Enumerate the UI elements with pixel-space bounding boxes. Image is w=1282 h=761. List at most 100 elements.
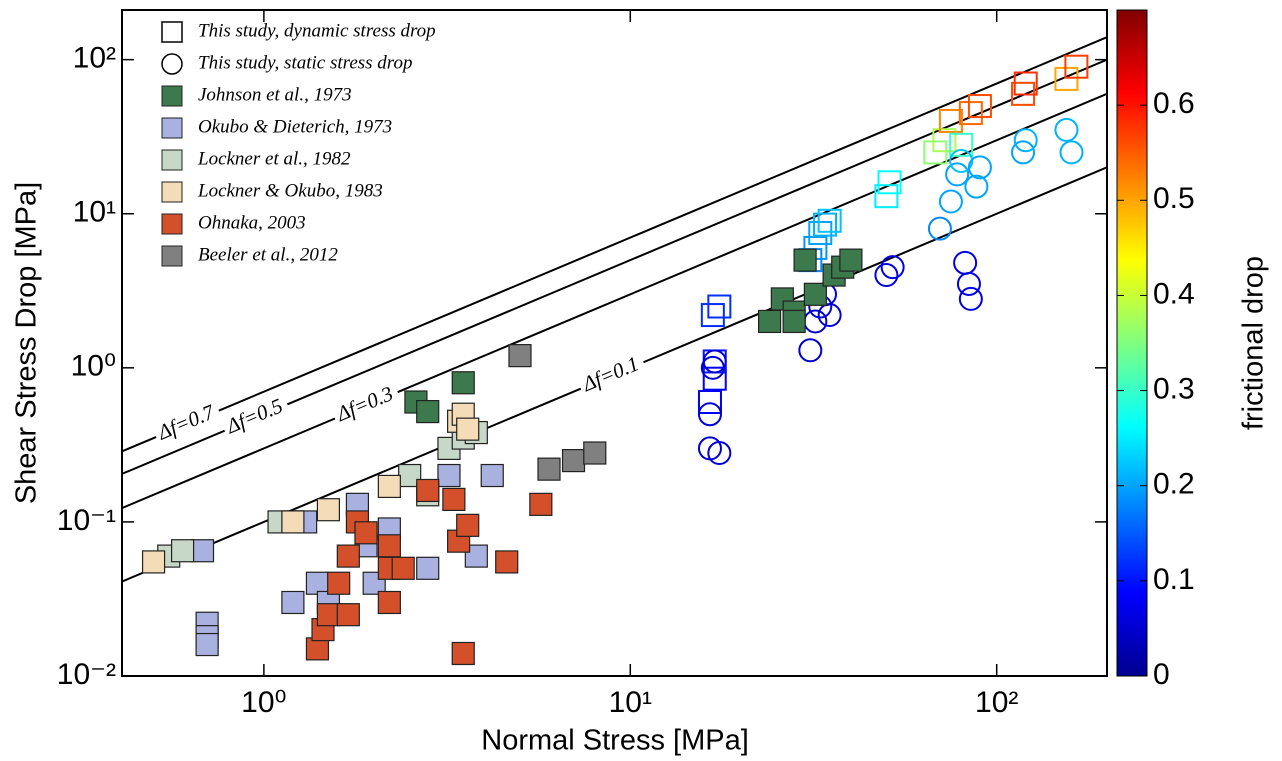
point xyxy=(529,492,553,516)
point xyxy=(949,132,974,157)
legend-marker xyxy=(161,213,183,235)
point xyxy=(953,250,978,275)
x-tick-label: 10² xyxy=(975,686,1018,719)
point xyxy=(141,550,166,574)
legend-label: Lockner et al., 1982 xyxy=(197,148,351,169)
point xyxy=(416,478,440,503)
point xyxy=(377,534,401,558)
point xyxy=(336,544,360,568)
point xyxy=(316,603,341,627)
y-tick-label: 10² xyxy=(73,42,116,75)
point xyxy=(170,539,195,563)
point xyxy=(927,216,952,241)
point xyxy=(880,255,905,280)
point xyxy=(938,189,963,214)
point xyxy=(442,487,466,511)
colorbar-label: frictional drop xyxy=(1238,256,1270,430)
point xyxy=(1059,140,1084,165)
point xyxy=(495,550,519,574)
point xyxy=(803,309,828,334)
point xyxy=(702,366,727,391)
point xyxy=(700,303,725,328)
colorbar-tick-label: 0.2 xyxy=(1153,468,1195,501)
y-tick-label: 10⁻² xyxy=(57,658,116,691)
point xyxy=(464,544,488,568)
colorbar-tick-label: 0.6 xyxy=(1153,87,1195,120)
point xyxy=(437,463,461,488)
point xyxy=(697,390,722,415)
point xyxy=(456,513,480,537)
point xyxy=(416,399,440,424)
ratio-label: Δf=0.3 xyxy=(332,381,396,426)
colorbar xyxy=(1116,9,1148,677)
legend-marker xyxy=(161,149,183,171)
point xyxy=(1054,117,1079,142)
point xyxy=(456,417,480,441)
legend-label: Ohnaka, 2003 xyxy=(198,212,306,233)
legend-marker xyxy=(161,21,183,43)
legend-marker xyxy=(161,181,183,203)
point xyxy=(932,128,957,153)
point xyxy=(451,371,475,395)
y-tick-label: 10⁰ xyxy=(71,350,116,383)
legend-marker xyxy=(161,245,183,267)
legend-label: Lockner & Okubo, 1983 xyxy=(197,180,383,201)
point xyxy=(958,286,983,311)
point xyxy=(702,349,727,374)
point xyxy=(377,590,401,615)
legend-marker xyxy=(161,117,183,139)
legend-label: Okubo & Dieterich, 1973 xyxy=(198,116,392,137)
ratio-label-bg xyxy=(151,399,224,449)
point xyxy=(416,556,440,580)
point xyxy=(877,170,902,195)
colorbar-tick-label: 0.5 xyxy=(1153,182,1195,215)
x-axis-label: Normal Stress [MPa] xyxy=(481,725,749,757)
point xyxy=(195,632,219,657)
point xyxy=(967,94,992,119)
point xyxy=(874,184,899,209)
x-tick-label: 10⁰ xyxy=(241,686,286,719)
point xyxy=(336,603,360,627)
point xyxy=(967,155,992,180)
point xyxy=(508,344,532,368)
ratio-label: Δf=0.1 xyxy=(578,351,642,396)
point xyxy=(1054,66,1079,91)
point xyxy=(583,441,607,465)
ratio-label-bg xyxy=(576,351,649,400)
colorbar-tick-label: 0.1 xyxy=(1153,563,1195,596)
point xyxy=(1064,54,1089,79)
x-tick-label: 10¹ xyxy=(609,686,652,719)
point xyxy=(945,162,970,187)
ratio-label: Δf=0.5 xyxy=(222,393,286,438)
point xyxy=(938,108,963,133)
legend-label: Johnson et al., 1973 xyxy=(198,84,352,105)
point xyxy=(1013,128,1038,153)
point xyxy=(874,263,899,288)
point xyxy=(923,140,948,165)
point xyxy=(707,441,732,466)
ratio-label-bg xyxy=(330,381,403,430)
point xyxy=(839,248,863,272)
point xyxy=(808,220,833,245)
point xyxy=(707,294,732,319)
colorbar-tick-label: 0 xyxy=(1153,658,1170,691)
legend-marker xyxy=(161,53,183,75)
y-tick-label: 10⁻¹ xyxy=(57,504,116,537)
y-tick-label: 10¹ xyxy=(73,196,116,229)
legend-label: This study, dynamic stress drop xyxy=(198,20,436,41)
point xyxy=(758,309,782,334)
point xyxy=(561,448,586,473)
point xyxy=(798,338,823,363)
point xyxy=(793,248,817,272)
point xyxy=(391,556,415,580)
legend-marker xyxy=(161,85,183,107)
point xyxy=(377,474,401,499)
colorbar-tick-label: 0.4 xyxy=(1153,277,1195,310)
point xyxy=(813,212,838,237)
point xyxy=(480,463,504,488)
point xyxy=(451,641,475,666)
y-axis-label: Shear Stress Drop [MPa] xyxy=(11,182,43,504)
point xyxy=(803,282,827,306)
point xyxy=(327,571,351,595)
